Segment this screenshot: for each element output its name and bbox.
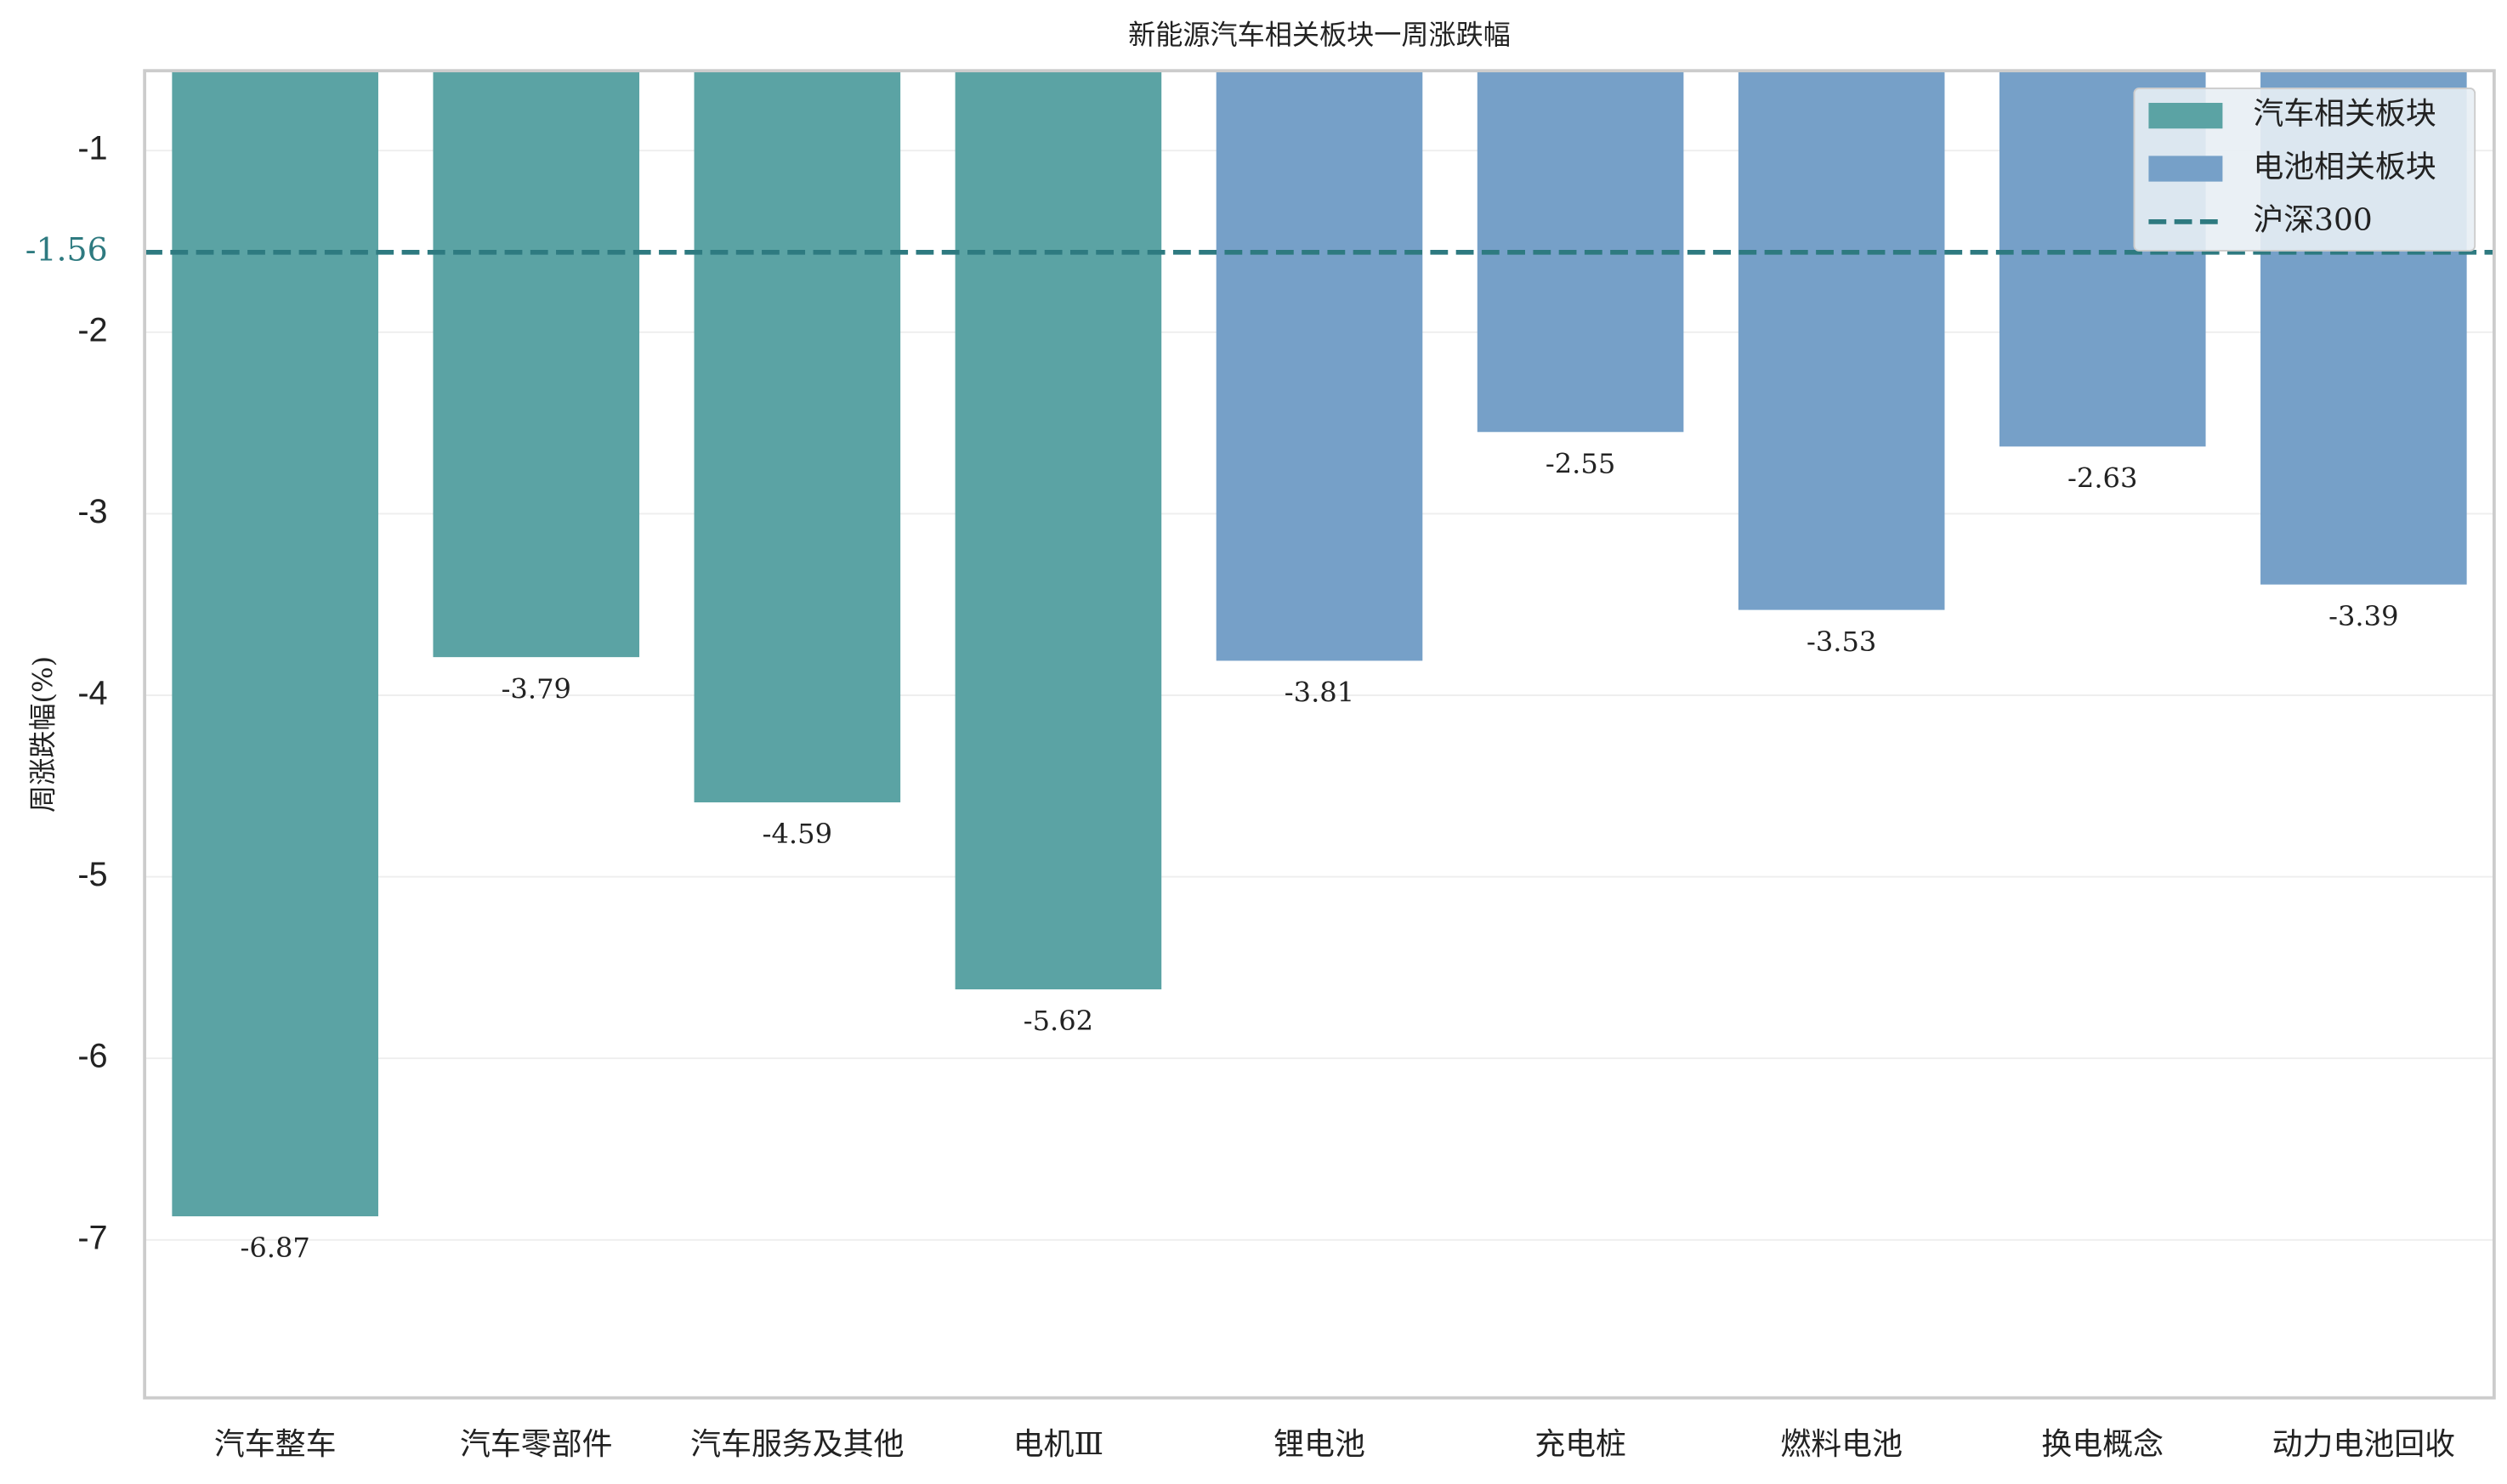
bar bbox=[1738, 71, 1945, 610]
y-tick-label: -5 bbox=[77, 856, 107, 893]
value-label: -2.63 bbox=[2067, 462, 2137, 495]
x-tick-label: 汽车零部件 bbox=[460, 1427, 613, 1462]
x-tick-label: 汽车服务及其他 bbox=[690, 1427, 904, 1462]
value-label: -3.53 bbox=[1807, 626, 1876, 658]
legend-label: 沪深300 bbox=[2253, 202, 2372, 237]
x-tick-label: 动力电池回收 bbox=[2272, 1427, 2455, 1462]
y-tick-label: -1 bbox=[77, 130, 107, 167]
value-label: -6.87 bbox=[240, 1232, 309, 1264]
value-label: -5.62 bbox=[1024, 1005, 1093, 1037]
value-label: -3.81 bbox=[1285, 677, 1354, 709]
bar bbox=[1216, 71, 1423, 661]
bar bbox=[955, 71, 1162, 990]
x-tick-label: 电机Ⅲ bbox=[1013, 1427, 1103, 1462]
value-label: -3.39 bbox=[2328, 600, 2398, 632]
y-tick-label: -3 bbox=[77, 493, 107, 530]
legend-box bbox=[2133, 88, 2476, 252]
y-axis-label: 周涨跌幅(%) bbox=[26, 656, 59, 813]
x-tick-label: 换电概念 bbox=[2041, 1427, 2164, 1462]
value-label: -2.55 bbox=[1546, 447, 1615, 479]
legend-label: 汽车相关板块 bbox=[2253, 97, 2436, 132]
bar bbox=[694, 71, 901, 803]
legend-label: 电池相关板块 bbox=[2253, 150, 2436, 184]
value-label: -3.79 bbox=[502, 672, 571, 705]
x-tick-label: 燃料电池 bbox=[1780, 1427, 1903, 1462]
legend-swatch bbox=[2148, 103, 2223, 129]
bar bbox=[172, 71, 378, 1217]
plot-frame bbox=[143, 69, 2496, 1400]
reference-label: -1.56 bbox=[26, 230, 108, 268]
x-tick-label: 汽车整车 bbox=[214, 1427, 337, 1462]
y-tick-label: -4 bbox=[77, 674, 107, 711]
x-tick-label: 充电桩 bbox=[1534, 1427, 1626, 1462]
x-tick-label: 锂电池 bbox=[1273, 1427, 1365, 1462]
legend-swatch bbox=[2148, 156, 2223, 182]
value-label: -4.59 bbox=[763, 818, 832, 850]
chart-title: 新能源汽车相关板块一周涨跌幅 bbox=[1128, 19, 1511, 51]
bar bbox=[433, 71, 640, 658]
y-tick-label: -7 bbox=[77, 1219, 107, 1256]
y-tick-label: -2 bbox=[77, 311, 107, 348]
y-tick-label: -6 bbox=[77, 1038, 107, 1075]
